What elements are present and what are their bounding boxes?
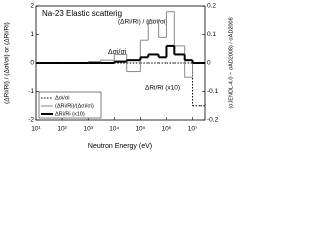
x-tick-label: 10³ [83,126,93,133]
x-tick-label: 10² [57,126,67,133]
y-axis-label: (ΔRi/Ri) / (Δσi/σi) or (ΔRi/Ri) [4,22,11,104]
y-tick-label: -1 [28,88,34,95]
y2-tick-label: 0.2 [207,3,216,10]
y2-axis-label: (σJENDL-4.0 − σAD2008) / σAD2008 [228,17,234,108]
y-tick-label: 2 [30,3,34,10]
legend-label: Δσi/σi [55,95,69,101]
legend-label: (ΔRi/Ri)/(Δσi/σi) [55,103,94,109]
annotation: (ΔRi/Ri) / (Δσi/σi) [118,19,168,26]
y-tick-label: 1 [30,31,34,38]
legend-label: ΔRi/Ri (x10) [55,111,85,117]
y2-tick-label: 0.1 [207,31,216,38]
annotation: ΔRi/Ri (x10) [145,85,180,92]
x-tick-label: 10⁵ [135,126,145,133]
y2-tick-label: 0 [207,60,211,67]
y2-tick-label: -0.2 [207,117,219,124]
x-tick-label: 10⁷ [188,126,198,133]
annotation: Δσi/σi [108,49,127,56]
x-tick-label: 10⁶ [162,126,172,133]
x-axis-label: Neutron Energy (eV) [88,143,152,150]
chart-title: Na-23 Elastic scatterig [42,9,122,18]
y-tick-label: -2 [28,117,34,124]
x-tick-label: 10¹ [31,126,41,133]
y-tick-label: 0 [30,60,34,67]
chart: Na-23 Elastic scatterig Neutron Energy (… [4,3,235,150]
x-tick-label: 10⁴ [109,126,119,133]
y2-tick-label: -0.1 [207,88,219,95]
